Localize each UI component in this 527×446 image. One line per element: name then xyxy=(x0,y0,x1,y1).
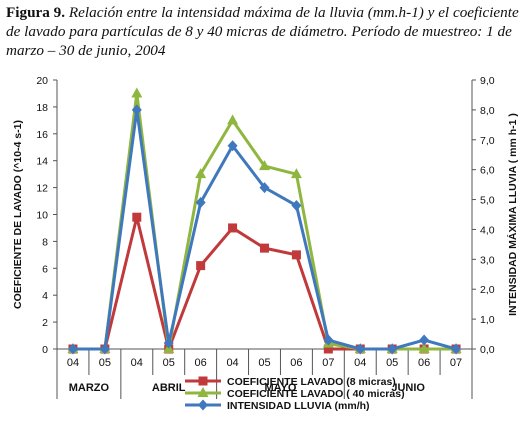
x-category-label: 05 xyxy=(99,357,111,369)
chart-legend: COEFICIENTE LAVADO (8 micras)COEFICIENTE… xyxy=(185,376,405,412)
x-group-label: MAYO xyxy=(264,382,296,394)
series-group xyxy=(67,104,462,355)
x-category-label: 05 xyxy=(258,357,270,369)
data-point xyxy=(418,343,430,353)
caption-label: Figura 9. xyxy=(6,4,66,21)
y-axis-left-title: COEFICIENTE DE LAVADO (^10-4 s-1) xyxy=(12,120,24,309)
y-tick-label-right: 1,0 xyxy=(480,314,495,326)
chart-axes: 0 2 4 6 8 10 12 14 16 18 20 0,0 1,0 2,0 3,0 4,0 5,0 6,0 7,… xyxy=(12,75,519,399)
series-line xyxy=(72,215,457,351)
data-point xyxy=(67,343,78,355)
data-point xyxy=(99,343,110,355)
legend-label: INTENSIDAD LLUVIA (mm/h) xyxy=(227,400,370,412)
x-category-label: 05 xyxy=(386,357,398,369)
x-category-label: 04 xyxy=(131,357,143,369)
data-point xyxy=(355,343,366,355)
x-category-label: 06 xyxy=(195,357,207,369)
x-category-label: 05 xyxy=(163,357,175,369)
y-tick-label-left: 16 xyxy=(36,129,48,141)
x-category-label: 07 xyxy=(450,357,462,369)
y-tick-label-right: 9,0 xyxy=(480,75,495,87)
y-tick-label-left: 20 xyxy=(36,75,48,87)
y-tick-label-right: 7,0 xyxy=(480,135,495,147)
series-layer xyxy=(67,87,462,355)
y-tick-label-right: 2,0 xyxy=(480,284,495,296)
y-tick-label-right: 3,0 xyxy=(480,254,495,266)
y-tick-label-right: 4,0 xyxy=(480,224,495,236)
data-point xyxy=(131,104,142,116)
data-point xyxy=(259,160,270,171)
x-category-label: 07 xyxy=(322,357,334,369)
data-point xyxy=(163,337,174,349)
y-tick-label-left: 18 xyxy=(36,102,48,114)
y-tick-label-left: 6 xyxy=(42,263,48,275)
x-category-label: 04 xyxy=(67,357,79,369)
x-group-label: ABRIL xyxy=(152,382,186,394)
y-tick-label-left: 2 xyxy=(42,317,48,329)
series-line xyxy=(72,91,457,351)
y-tick-label-left: 12 xyxy=(36,183,48,195)
caption-text: Relación entre la intensidad máxima de l… xyxy=(6,4,519,59)
y-tick-label-right: 0,0 xyxy=(480,344,495,356)
x-group-label: MARZO xyxy=(69,382,110,394)
y-tick-label-right: 8,0 xyxy=(480,105,495,117)
y-tick-label-left: 0 xyxy=(42,344,48,356)
x-category-label: 06 xyxy=(290,357,302,369)
data-point xyxy=(227,140,238,152)
legend-label: COEFICIENTE LAVADO ( 40 micras) xyxy=(227,388,405,400)
legend-marker xyxy=(198,376,208,386)
data-point xyxy=(195,197,206,209)
data-point xyxy=(323,334,334,346)
x-category-label: 06 xyxy=(418,357,430,369)
data-point xyxy=(291,200,302,212)
legend-marker xyxy=(198,399,208,411)
data-point xyxy=(196,261,206,271)
data-point xyxy=(260,243,269,253)
data-point xyxy=(195,168,207,179)
series-group xyxy=(68,212,461,354)
x-category-label: 04 xyxy=(226,357,238,369)
data-point xyxy=(419,334,430,346)
x-group-label: JUNIO xyxy=(391,382,425,394)
data-point xyxy=(291,250,301,260)
legend-marker xyxy=(197,387,209,397)
x-category-label: 04 xyxy=(354,357,366,369)
data-point xyxy=(259,182,270,194)
data-point xyxy=(228,223,238,233)
data-point xyxy=(227,114,239,125)
y-axis-right-title: INTENSIDAD MÁXIMA LLUVIA ( mm h-1 ) xyxy=(506,113,519,316)
y-tick-label-right: 5,0 xyxy=(480,195,495,207)
data-point xyxy=(323,344,333,354)
data-point xyxy=(132,212,142,222)
data-point xyxy=(131,87,143,98)
y-tick-label-right: 6,0 xyxy=(480,165,495,177)
data-point xyxy=(451,343,462,355)
series-group xyxy=(67,87,462,353)
figure-caption: Figura 9. Relación entre la intensidad m… xyxy=(6,3,521,60)
legend-label: COEFICIENTE LAVADO (8 micras) xyxy=(227,376,396,388)
y-tick-label-left: 4 xyxy=(42,290,48,302)
data-point xyxy=(387,343,398,355)
y-tick-label-left: 10 xyxy=(36,210,48,222)
data-point xyxy=(290,168,302,179)
y-tick-label-left: 14 xyxy=(36,156,48,168)
y-tick-label-left: 8 xyxy=(42,236,48,248)
